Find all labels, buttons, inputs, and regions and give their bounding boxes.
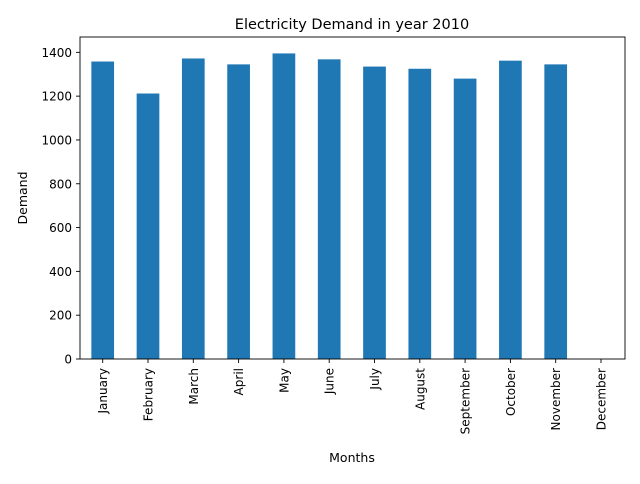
bar-october (499, 60, 522, 359)
y-tick-label: 1400 (41, 46, 72, 60)
plot-area: 0 200 400 600 800 1000 1200 1400 January February… (41, 46, 608, 434)
y-axis-label: Demand (15, 171, 30, 224)
y-tick-label: 200 (49, 309, 72, 323)
x-tick-label-january: January (96, 368, 110, 415)
bar-june (317, 59, 341, 360)
chart-title: Electricity Demand in year 2010 (235, 17, 469, 33)
plot-frame (79, 36, 626, 360)
bar-march (181, 58, 205, 359)
x-tick-label-july: July (368, 368, 382, 391)
x-tick-label-august: August (413, 368, 427, 410)
x-tick-label-may: May (277, 368, 291, 393)
y-tick-label: 1000 (41, 133, 72, 147)
x-tick-label-september: September (459, 368, 473, 434)
y-tick-label: 400 (49, 265, 72, 279)
y-tick-label: 1200 (41, 90, 72, 104)
bar-may (272, 53, 296, 360)
x-tick-label-november: November (549, 368, 563, 430)
x-tick-label-october: October (504, 368, 518, 416)
y-tick-label: 600 (49, 221, 72, 235)
x-axis-label: Months (329, 450, 375, 465)
y-tick-label: 800 (49, 177, 72, 191)
x-tick-label-june: June (323, 368, 337, 395)
x-tick-label-march: March (187, 368, 201, 405)
x-tick-label-december: December (595, 368, 609, 430)
bar-april (227, 64, 250, 359)
bar-february (136, 93, 160, 359)
bar-september (453, 78, 477, 360)
bar-november (544, 64, 568, 359)
bar-january (91, 61, 115, 359)
x-tick-label-april: April (232, 368, 246, 395)
y-tick-label: 0 (64, 353, 72, 367)
x-tick-label-february: February (142, 368, 156, 421)
bar-july (363, 66, 386, 359)
bar-august (408, 68, 432, 359)
